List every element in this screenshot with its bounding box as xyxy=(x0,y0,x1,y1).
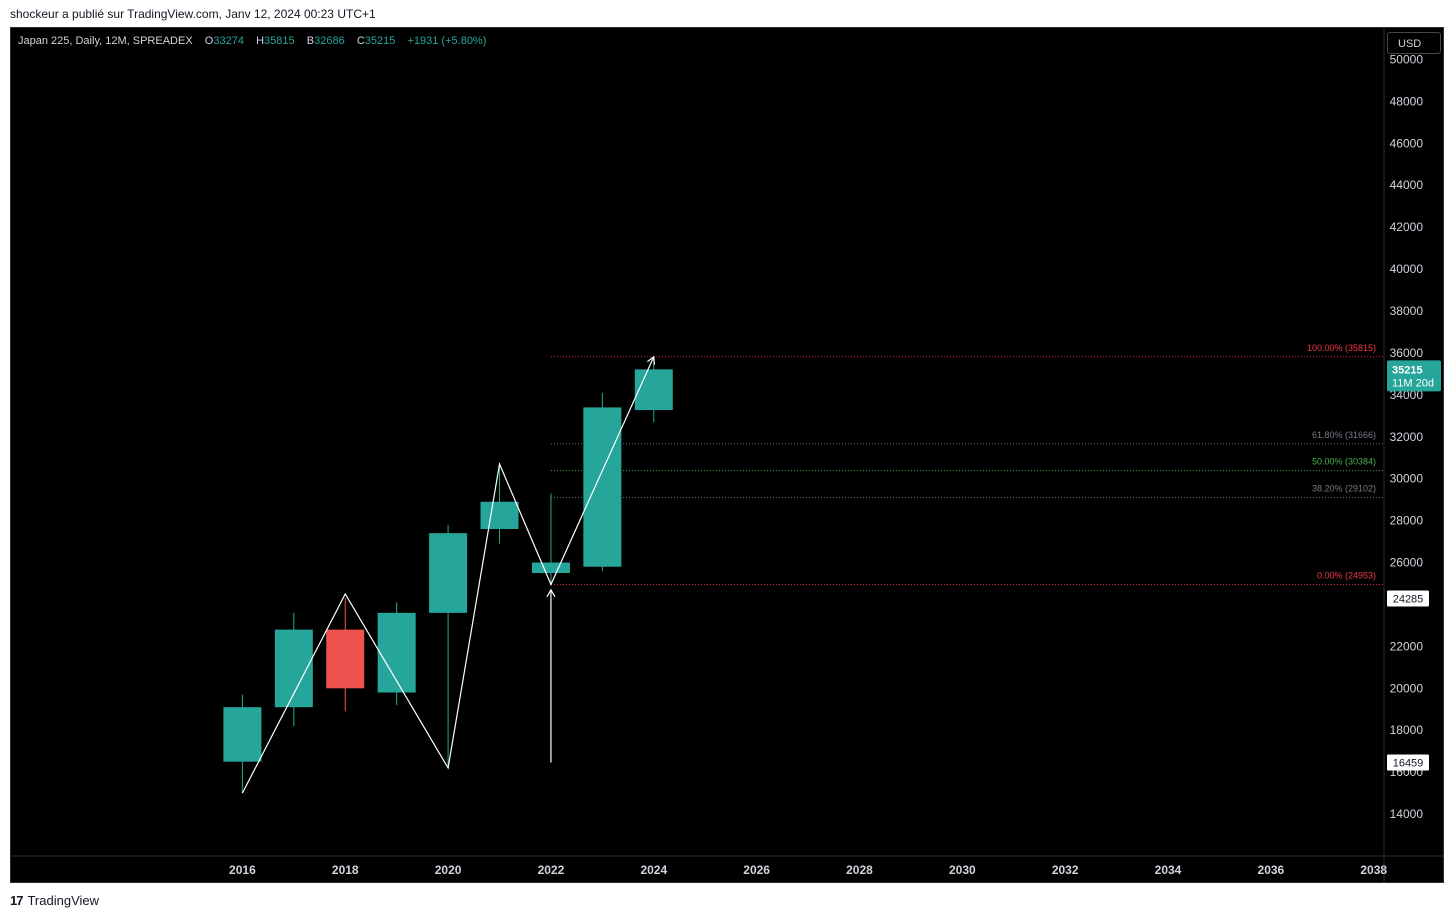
candle-body xyxy=(223,707,262,762)
y-tick-label: 30000 xyxy=(1390,472,1424,486)
y-tick-label: 48000 xyxy=(1390,94,1424,108)
close-label: C xyxy=(356,35,365,47)
ohlc-legend: Japan 225, Daily, 12M, SPREADEX O33274 H… xyxy=(18,35,486,47)
y-tick-label: 20000 xyxy=(1390,681,1424,695)
candle-body xyxy=(583,407,622,567)
x-tick-label: 2032 xyxy=(1052,863,1079,877)
high-label: H xyxy=(256,35,265,47)
tradingview-brand: TradingView xyxy=(27,893,100,908)
y-tick-label: 46000 xyxy=(1390,136,1424,150)
x-tick-label: 2028 xyxy=(846,863,873,877)
candle-body xyxy=(326,629,365,689)
fib-level-label: 100.00% (35815) xyxy=(1307,343,1376,353)
x-tick-label: 2024 xyxy=(640,863,667,877)
fib-level-label: 61.80% (31666) xyxy=(1312,430,1376,440)
chart-attribution: shockeur a publié sur TradingView.com, J… xyxy=(10,7,376,21)
fib-level-label: 50.00% (30384) xyxy=(1312,457,1376,467)
y-tick-label: 50000 xyxy=(1390,52,1424,66)
y-tick-label: 40000 xyxy=(1390,262,1424,276)
candle-body xyxy=(429,533,468,613)
x-tick-label: 2016 xyxy=(229,863,256,877)
candle-body xyxy=(634,369,673,411)
x-tick-label: 2036 xyxy=(1258,863,1285,877)
y-tick-label: 28000 xyxy=(1390,514,1424,528)
x-tick-label: 2038 xyxy=(1360,863,1387,877)
price-marker-tag xyxy=(1387,754,1429,771)
candle-body xyxy=(531,562,570,574)
currency-button[interactable]: USD xyxy=(1387,32,1441,54)
fib-level-label: 0.00% (24953) xyxy=(1317,570,1376,580)
price-marker-value: 16459 xyxy=(1393,758,1424,770)
tradingview-logo[interactable]: 17 TradingView xyxy=(10,893,99,908)
y-tick-label: 42000 xyxy=(1390,220,1424,234)
y-tick-label: 18000 xyxy=(1390,723,1424,737)
y-tick-label: 44000 xyxy=(1390,178,1424,192)
tradingview-logo-icon: 17 xyxy=(10,893,24,908)
candle-body xyxy=(377,612,416,693)
close-value: 35215 xyxy=(364,35,396,47)
zigzag-arrowhead xyxy=(647,355,655,365)
fib-level-label: 38.20% (29102) xyxy=(1312,484,1376,494)
y-tick-label: 14000 xyxy=(1390,807,1424,821)
current-price-tag xyxy=(1387,360,1441,392)
symbol-label: Japan 225, Daily, 12M, SPREADEX xyxy=(18,35,193,47)
y-tick-label: 32000 xyxy=(1390,430,1424,444)
y-tick-label: 38000 xyxy=(1390,304,1424,318)
candle-body xyxy=(480,501,519,529)
x-tick-label: 2022 xyxy=(538,863,565,877)
vertical-arrow-head xyxy=(546,588,556,598)
price-marker-value: 24285 xyxy=(1393,593,1424,605)
y-tick-label: 36000 xyxy=(1390,346,1424,360)
high-value: 35815 xyxy=(264,35,295,47)
change-value: +1931 (+5.80%) xyxy=(407,35,487,47)
x-tick-label: 2018 xyxy=(332,863,359,877)
open-label: O xyxy=(204,35,214,47)
low-value: 32686 xyxy=(314,35,345,47)
countdown-label: 11M 20d xyxy=(1392,377,1434,389)
x-tick-label: 2030 xyxy=(949,863,976,877)
open-value: 33274 xyxy=(213,35,244,47)
y-tick-label: 26000 xyxy=(1390,556,1424,570)
price-marker-tag xyxy=(1387,590,1429,607)
zigzag-line xyxy=(241,356,655,794)
low-label: B xyxy=(306,35,315,47)
x-tick-label: 2034 xyxy=(1155,863,1182,877)
current-price-value: 35215 xyxy=(1392,364,1423,376)
y-tick-label: 22000 xyxy=(1390,639,1424,653)
x-tick-label: 2026 xyxy=(743,863,770,877)
x-tick-label: 2020 xyxy=(435,863,462,877)
